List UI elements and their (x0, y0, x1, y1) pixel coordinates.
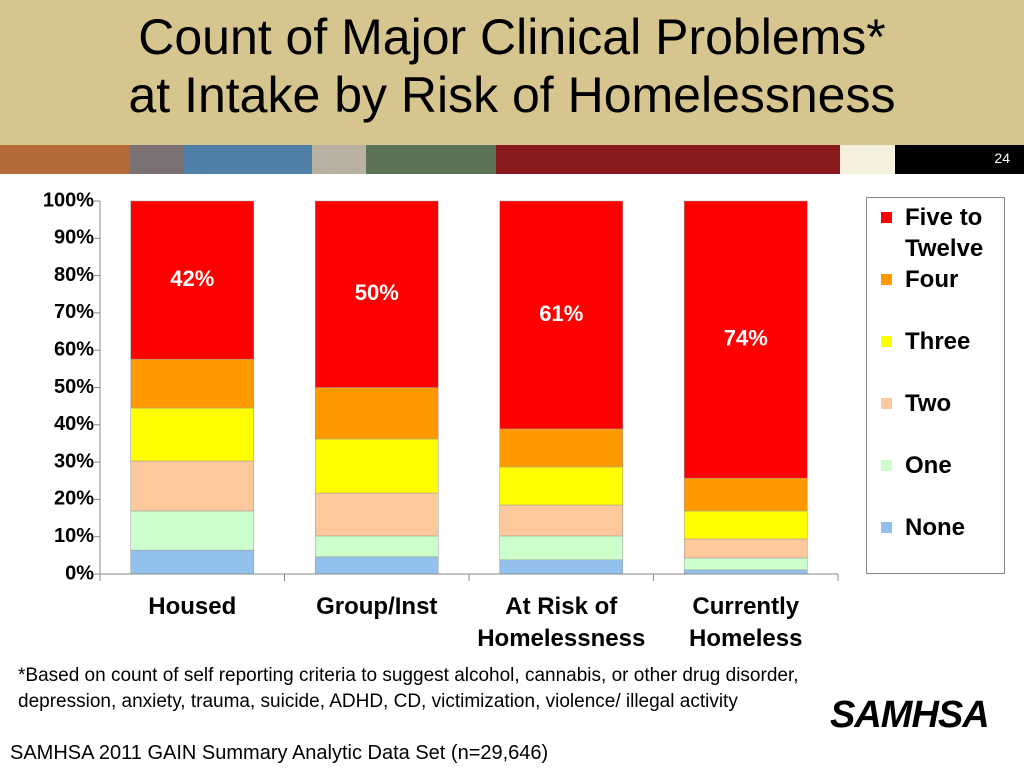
bar-segment (499, 466, 624, 506)
stripe (0, 145, 130, 174)
y-tick-label: 90% (54, 227, 94, 249)
bar-segment (683, 538, 808, 559)
data-label: 42% (170, 266, 214, 291)
bar-segment (130, 200, 255, 360)
x-tick-label: Currently Homeless (689, 593, 803, 652)
x-tick-label: Group/Inst (316, 593, 438, 620)
slide-title: Count of Major Clinical Problems* at Int… (128, 9, 896, 123)
legend-swatch (881, 336, 892, 347)
legend-label: Three (905, 328, 971, 355)
bar-segment (499, 428, 624, 468)
legend-swatch (881, 212, 892, 223)
bar-segment (683, 200, 808, 479)
legend-swatch (881, 274, 892, 285)
y-tick-label: 40% (54, 413, 94, 435)
bar-segment (314, 535, 439, 558)
legend-swatch (881, 398, 892, 409)
bar-segment (683, 569, 808, 575)
bar-segment (314, 556, 439, 575)
legend: None One Two Three Four Five to Twelve (866, 197, 1005, 574)
stripe (312, 145, 366, 174)
y-tick-label: 0% (65, 562, 94, 584)
y-tick-label: 50% (54, 376, 94, 398)
bar-segment (314, 438, 439, 494)
data-label: 50% (355, 280, 399, 305)
y-tick-label: 30% (54, 450, 94, 472)
legend-swatch (881, 460, 892, 471)
y-tick-label: 70% (54, 301, 94, 323)
stripe (366, 145, 496, 174)
bar-segment (499, 504, 624, 537)
bar-segment (683, 557, 808, 571)
bar-segment (499, 200, 624, 430)
bar-segment (683, 477, 808, 512)
legend-label: Two (905, 390, 952, 417)
y-tick-label: 20% (54, 488, 94, 510)
bar-segment (130, 407, 255, 462)
y-tick-label: 100% (43, 189, 94, 211)
stripe (840, 145, 895, 174)
logo: SAMHSA (830, 694, 990, 736)
y-tick-label: 80% (54, 264, 94, 286)
x-tick-label: At Risk of Homelessness (477, 593, 646, 652)
legend-swatch (881, 522, 892, 533)
legend-label: None (905, 514, 965, 541)
source: SAMHSA 2011 GAIN Summary Analytic Data S… (10, 742, 549, 764)
bar-segment (314, 200, 439, 388)
bar-segment (130, 460, 255, 512)
y-tick-label: 60% (54, 338, 94, 360)
bar-segment (499, 559, 624, 575)
legend-label: Five to Twelve (905, 204, 984, 262)
stripe (130, 145, 183, 174)
y-tick-label: 10% (54, 525, 94, 547)
bar-segment (314, 387, 439, 440)
data-label: 61% (539, 301, 583, 326)
bar-segment (130, 510, 255, 551)
bar-segment (499, 535, 624, 561)
bar-segment (683, 510, 808, 540)
bar-segment (130, 358, 255, 409)
legend-label: One (905, 452, 952, 479)
title-band (0, 0, 1024, 145)
data-label: 74% (724, 325, 768, 350)
stripe (183, 145, 312, 174)
stripe (895, 145, 1024, 174)
bar-segment (130, 549, 255, 575)
bar-segment (314, 492, 439, 537)
footnote: *Based on count of self reporting criter… (18, 665, 799, 712)
x-tick-label: Housed (148, 593, 237, 620)
stripe (496, 145, 840, 174)
legend-label: Four (905, 266, 959, 293)
slide-number: 24 (994, 150, 1010, 166)
